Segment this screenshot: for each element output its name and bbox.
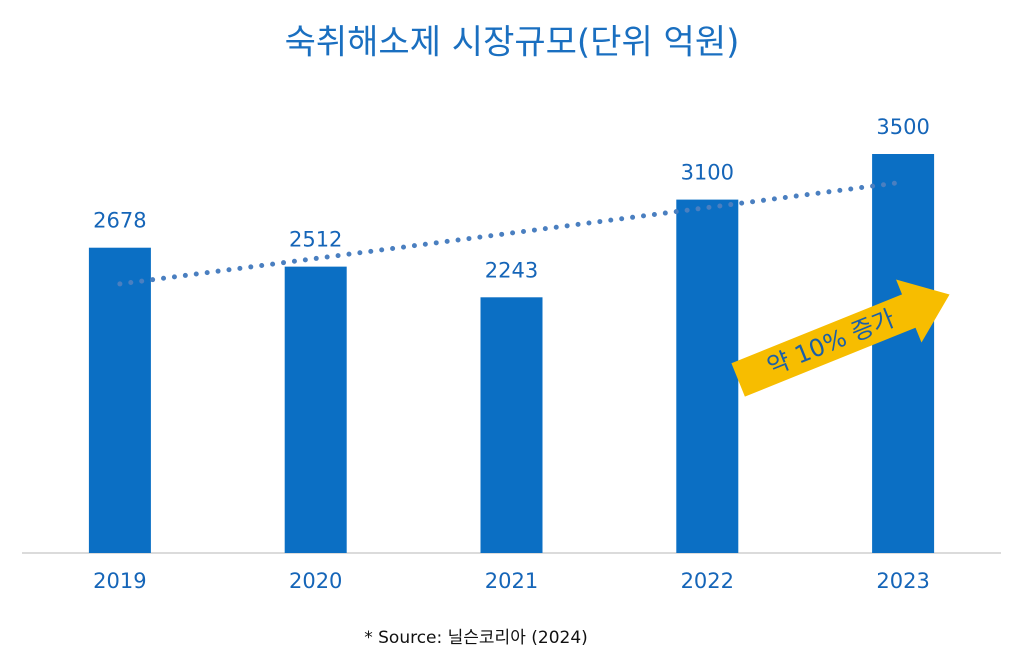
chart-title: 숙취해소제 시장규모(단위 억원)	[285, 23, 740, 63]
plot: 2019 2678 2020 2512 2021 2243 2022 3100 2023 3500	[88, 115, 935, 593]
trendline	[117, 179, 906, 287]
bar	[676, 199, 739, 553]
bar	[480, 297, 543, 553]
source-note: * Source: 닐슨코리아 (2024)	[364, 628, 588, 648]
x-tick-label: 2019	[93, 569, 146, 593]
x-tick-label: 2023	[876, 569, 929, 593]
value-label: 2243	[485, 258, 538, 282]
value-label: 2512	[289, 228, 342, 252]
x-tick-label: 2022	[681, 569, 734, 593]
x-tick-label: 2021	[485, 569, 538, 593]
value-label: 2678	[93, 209, 146, 233]
arrow-shape	[731, 279, 950, 397]
bar	[88, 247, 151, 553]
x-tick-label: 2020	[289, 569, 342, 593]
bar	[872, 154, 935, 553]
value-label: 3500	[876, 115, 929, 139]
bar	[284, 266, 347, 553]
value-label: 3100	[681, 161, 734, 185]
